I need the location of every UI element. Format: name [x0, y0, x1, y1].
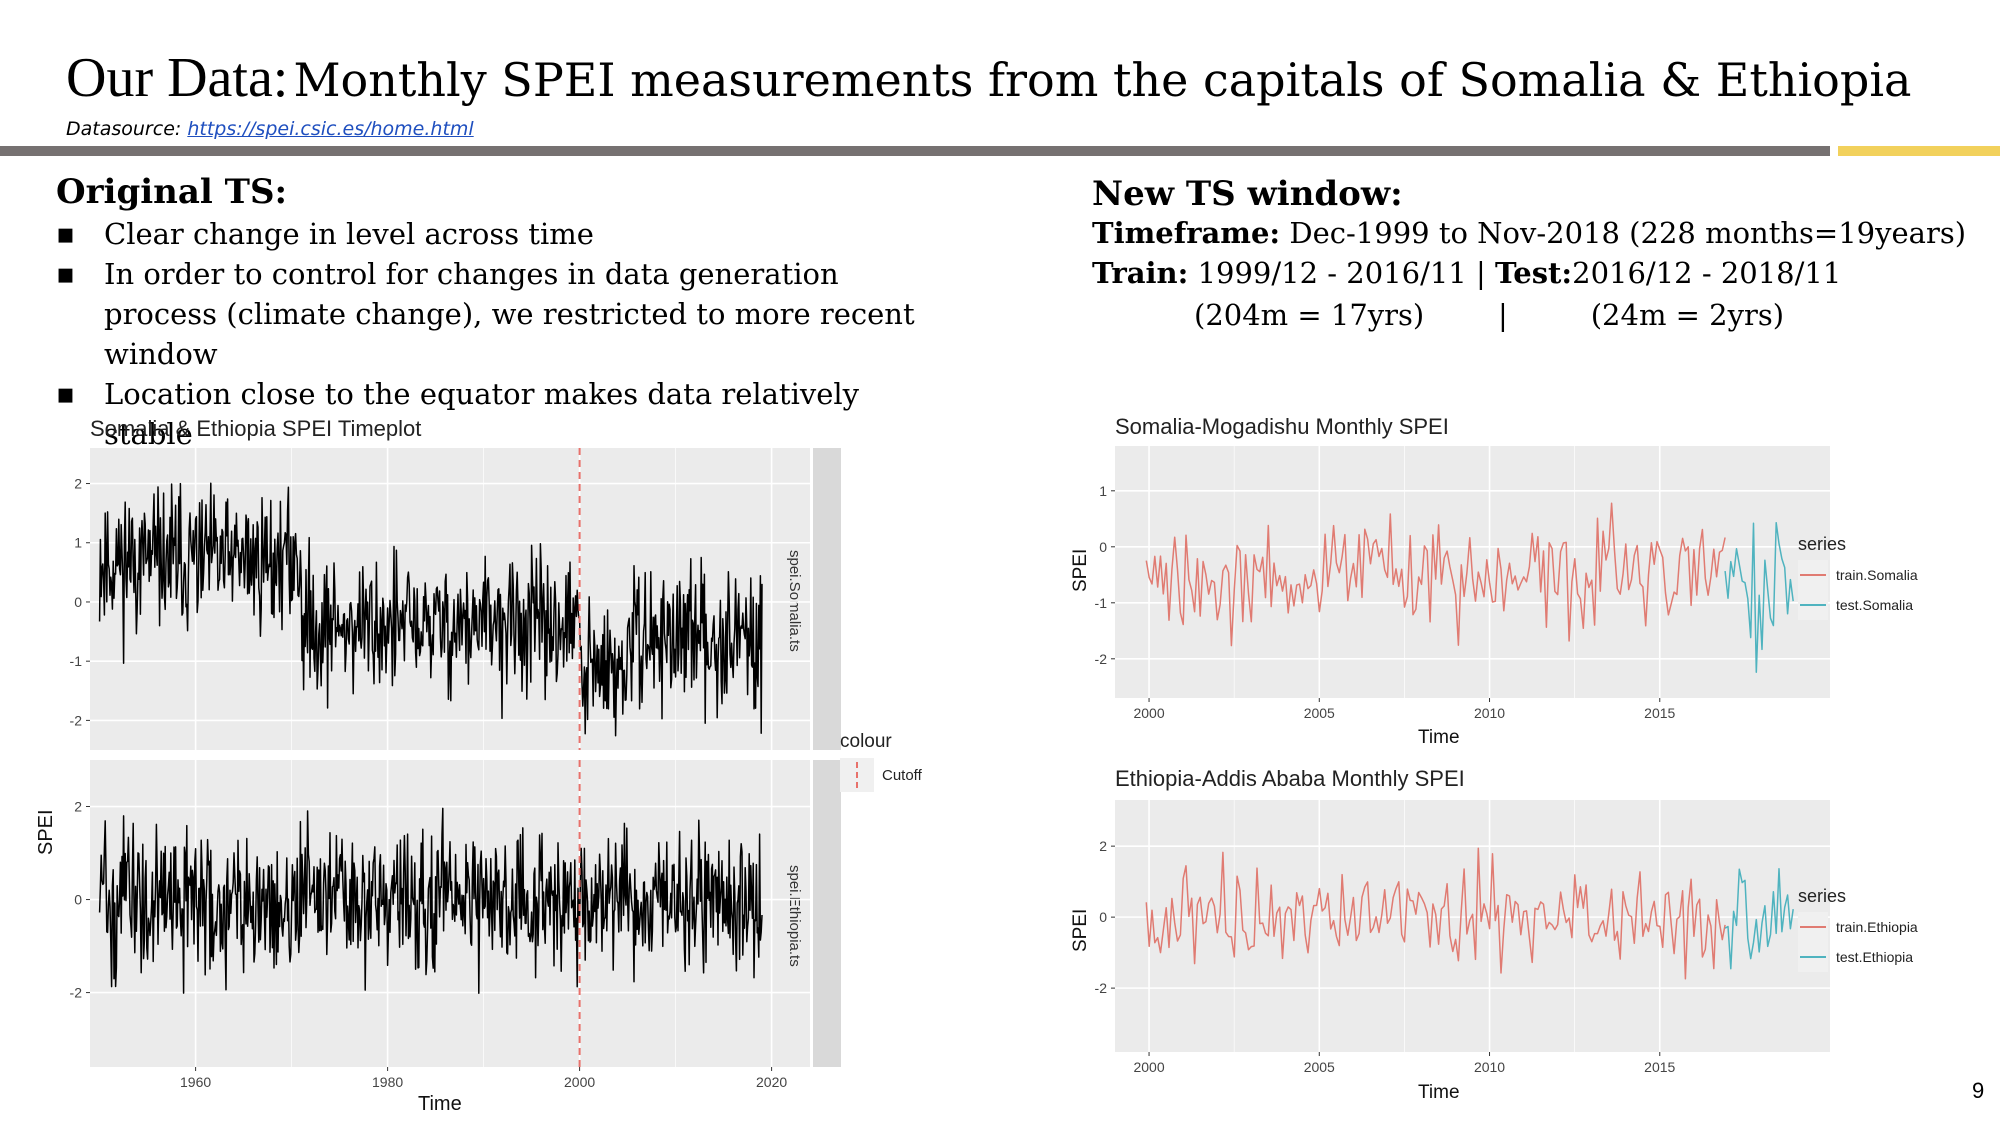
divider-bar	[0, 146, 1830, 156]
x-tick-label: 2000	[564, 1074, 595, 1090]
x-tick-label: 1980	[372, 1074, 403, 1090]
chart-title: Somalia & Ethiopia SPEI Timeplot	[90, 416, 421, 441]
test-series-line	[1724, 868, 1794, 970]
y-axis-label: SPEI	[1070, 909, 1091, 952]
y-tick-label: 2	[74, 476, 82, 492]
bullet-item: Location close to the equator makes data…	[56, 374, 936, 454]
train-label: Train:	[1092, 256, 1189, 290]
legend-title: colour	[840, 731, 892, 752]
timeframe-line: Timeframe: Dec-1999 to Nov-2018 (228 mon…	[1092, 216, 1966, 250]
x-tick-label: 2005	[1304, 705, 1335, 721]
x-tick-label: 1960	[180, 1074, 211, 1090]
y-tick-label: -1	[1095, 595, 1108, 611]
x-tick-label: 2000	[1133, 1059, 1164, 1075]
datasource-link[interactable]: https://spei.csic.es/home.html	[187, 118, 474, 140]
x-tick-label: 2010	[1474, 705, 1505, 721]
train-value: 1999/12 - 2016/11 |	[1188, 256, 1495, 290]
new-ts-heading: New TS window:	[1092, 174, 1403, 214]
bullet-item: In order to control for changes in data …	[56, 254, 936, 374]
legend-label: test.Somalia	[1836, 597, 1913, 613]
y-axis-label: SPEI	[35, 809, 57, 855]
facet-strip	[813, 760, 841, 1067]
legend-title: series	[1798, 534, 1846, 554]
slide-title: Our Data: Monthly SPEI measurements from…	[66, 46, 1911, 110]
datasource-line: Datasource: https://spei.csic.es/home.ht…	[66, 118, 474, 140]
timeplot-chart: Somalia & Ethiopia SPEI Timeplot spei.So…	[35, 416, 923, 1115]
x-axis-label: Time	[1418, 727, 1460, 748]
original-ts-bullets: Clear change in level across time In ord…	[56, 214, 936, 454]
x-tick-label: 2020	[756, 1074, 787, 1090]
datasource-label: Datasource:	[66, 118, 182, 140]
y-tick-label: 2	[1099, 838, 1107, 854]
x-axis-label: Time	[1418, 1082, 1460, 1103]
legend-label: train.Ethiopia	[1836, 919, 1918, 935]
test-label: Test:	[1494, 256, 1573, 290]
facet-strip	[813, 448, 841, 750]
y-tick-label: 2	[74, 799, 82, 815]
legend-label: test.Ethiopia	[1836, 949, 1913, 965]
train-test-line: Train: 1999/12 - 2016/11 | Test:2016/12 …	[1092, 256, 1841, 290]
y-tick-label: -2	[1095, 651, 1108, 667]
x-tick-label: 2015	[1644, 1059, 1675, 1075]
y-tick-label: -1	[70, 653, 83, 669]
chart-title: Somalia-Mogadishu Monthly SPEI	[1115, 414, 1449, 439]
timeframe-value: Dec-1999 to Nov-2018 (228 months=19years…	[1280, 216, 1967, 250]
y-tick-label: 0	[74, 892, 82, 908]
title-main: Our Data:	[66, 47, 289, 109]
y-tick-label: 0	[1099, 539, 1107, 555]
x-tick-label: 2015	[1644, 705, 1675, 721]
y-tick-label: 0	[74, 594, 82, 610]
y-tick-label: -2	[70, 985, 83, 1001]
facet-strip-label: spei.Somalia.ts	[786, 550, 803, 652]
y-axis-label: SPEI	[1070, 549, 1091, 592]
series-line	[98, 807, 763, 995]
legend-title: series	[1798, 886, 1846, 906]
train-series-line	[1145, 502, 1726, 647]
page-number: 9	[1972, 1078, 1985, 1103]
y-tick-label: -2	[70, 712, 83, 728]
series-line	[98, 482, 763, 737]
x-axis-label: Time	[418, 1093, 462, 1115]
accent-bar	[1838, 146, 2000, 156]
title-subtitle: Monthly SPEI measurements from the capit…	[293, 53, 1912, 107]
somalia-chart: Somalia-Mogadishu Monthly SPEI 1 0 -1 -2 200…	[1070, 414, 1918, 748]
chart-title: Ethiopia-Addis Ababa Monthly SPEI	[1115, 766, 1465, 791]
test-value: 2016/12 - 2018/11	[1572, 256, 1842, 290]
legend-label: train.Somalia	[1836, 567, 1918, 583]
y-tick-label: 1	[74, 535, 82, 551]
x-tick-label: 2010	[1474, 1059, 1505, 1075]
x-tick-label: 2005	[1304, 1059, 1335, 1075]
x-tick-label: 2000	[1133, 705, 1164, 721]
facet-strip-label: spei.Ethiopia.ts	[786, 865, 803, 967]
train-series-line	[1145, 847, 1726, 980]
y-tick-label: 1	[1099, 483, 1107, 499]
timeframe-label: Timeframe:	[1092, 216, 1281, 250]
ethiopia-chart: Ethiopia-Addis Ababa Monthly SPEI 2 0 -2 20…	[1070, 766, 1918, 1103]
plot-panel	[1115, 800, 1830, 1052]
legend-label: Cutoff	[882, 767, 923, 784]
test-series-line	[1724, 521, 1794, 673]
y-tick-label: 0	[1099, 909, 1107, 925]
original-ts-heading: Original TS:	[56, 172, 288, 212]
y-tick-label: -2	[1095, 980, 1108, 996]
bullet-item: Clear change in level across time	[56, 214, 936, 254]
sizes-line: (204m = 17yrs) | (24m = 2yrs)	[1194, 298, 1785, 332]
